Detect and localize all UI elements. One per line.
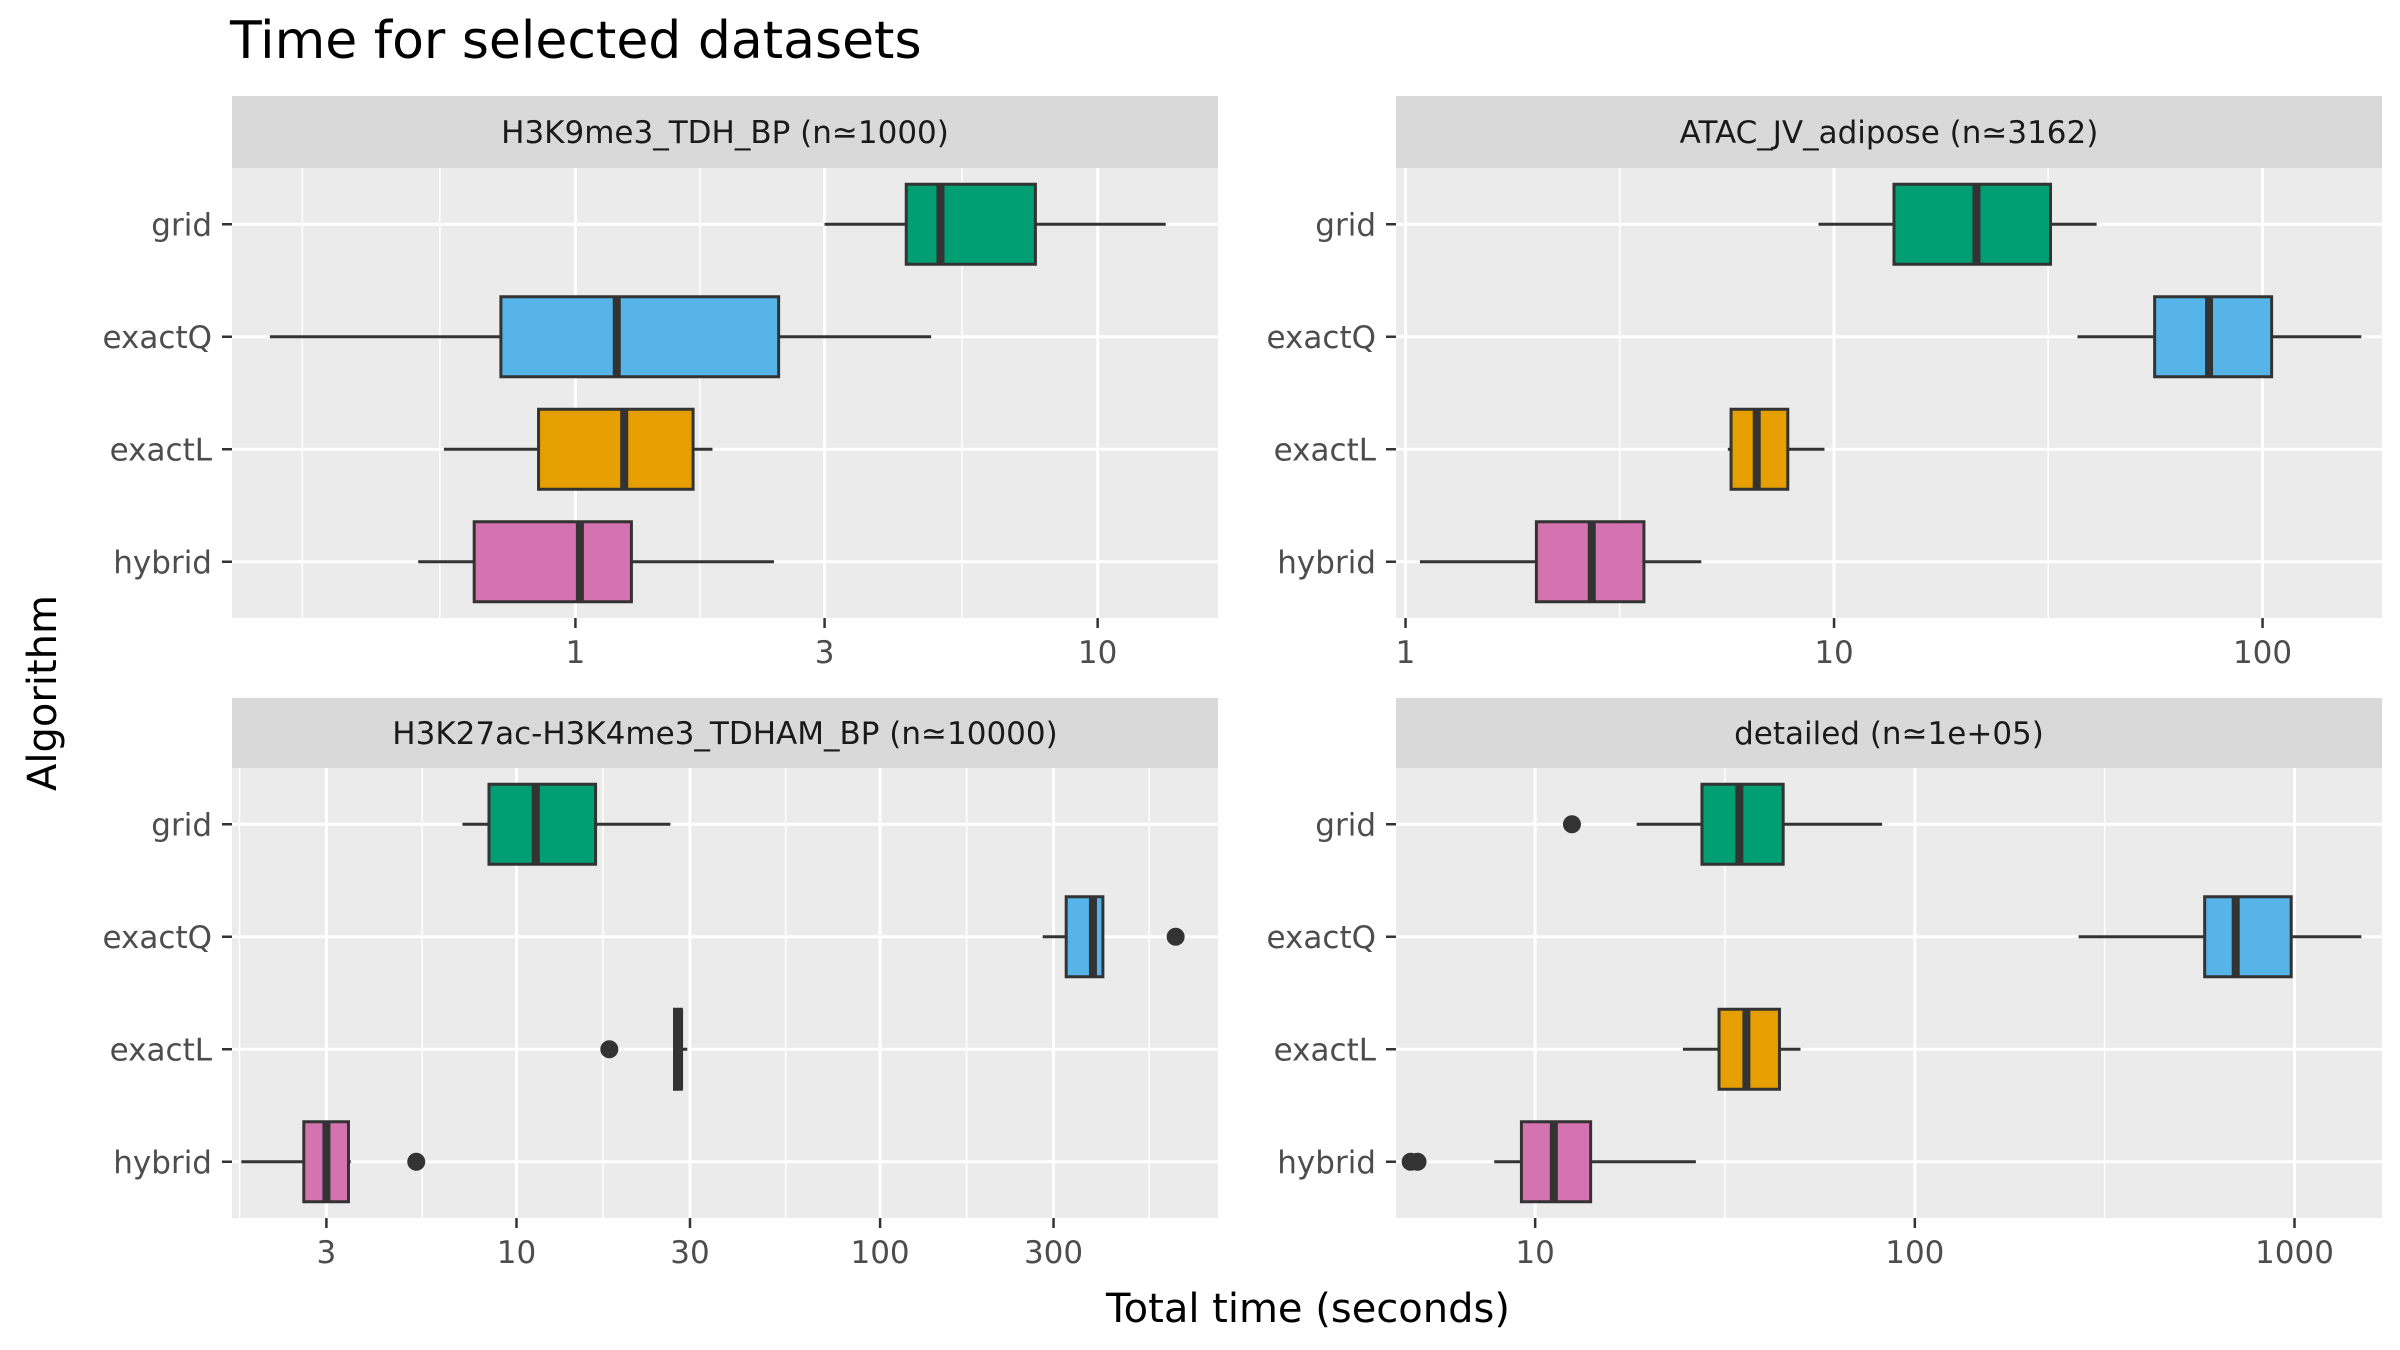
box-iqr — [487, 782, 598, 866]
y-tick-label-grid: grid — [1315, 207, 1376, 243]
box-exactq — [1042, 895, 1185, 979]
facet-panel-1: H3K9me3_TDH_BP (n≃1000) grid exactQ exactL h… — [103, 96, 1218, 671]
x-tick-label: 100 — [850, 1235, 909, 1271]
box-grid — [824, 182, 1166, 266]
x-tick-label: 1 — [1396, 635, 1416, 671]
y-tick-label-hybrid: hybrid — [113, 1145, 212, 1181]
x-tick-label: 3 — [815, 635, 835, 671]
box-exactl — [1727, 407, 1825, 491]
box-iqr — [472, 520, 633, 604]
box-hybrid — [418, 520, 774, 604]
y-tick-label-grid: grid — [151, 207, 212, 243]
y-tick-label-exactq: exactQ — [1267, 920, 1376, 956]
facet-strip — [1396, 698, 2382, 768]
y-tick-label-exactl: exactL — [110, 1032, 213, 1068]
facet-strip-label: H3K27ac-H3K4me3_TDHAM_BP (n≃10000) — [392, 716, 1057, 752]
box-iqr — [2153, 295, 2274, 379]
box-exactq — [2078, 895, 2362, 979]
box-iqr — [904, 182, 1037, 266]
box-iqr — [537, 407, 695, 491]
panel-background — [232, 168, 1218, 618]
x-tick-label: 100 — [1885, 1235, 1944, 1271]
box-grid — [1818, 182, 2097, 266]
facet-strip-label: detailed (n≃1e+05) — [1734, 716, 2044, 752]
y-tick-label-grid: grid — [1315, 807, 1376, 843]
box-iqr — [1064, 895, 1105, 979]
outlier-point — [407, 1152, 426, 1171]
y-tick-label-hybrid: hybrid — [1277, 545, 1376, 581]
x-tick-label: 3 — [317, 1235, 337, 1271]
box-exactl — [1682, 1007, 1801, 1091]
box-exactq — [2077, 295, 2362, 379]
box-hybrid — [241, 1120, 426, 1204]
outlier-point — [1408, 1152, 1427, 1171]
box-grid — [1562, 782, 1883, 866]
facet-panel-3: H3K27ac-H3K4me3_TDHAM_BP (n≃10000) grid ex… — [103, 698, 1218, 1271]
box-hybrid — [1419, 520, 1702, 604]
y-tick-label-exactl: exactL — [1274, 1032, 1377, 1068]
outlier-point — [1562, 815, 1581, 834]
y-tick-label-exactq: exactQ — [103, 320, 212, 356]
box-exactl — [443, 407, 713, 491]
facet-strip-label: H3K9me3_TDH_BP (n≃1000) — [501, 115, 949, 151]
x-tick-label: 300 — [1024, 1235, 1083, 1271]
x-tick-label: 10 — [497, 1235, 536, 1271]
x-tick-label: 1 — [566, 635, 586, 671]
y-tick-label-exactq: exactQ — [103, 920, 212, 956]
box-hybrid — [1401, 1120, 1696, 1204]
box-exactq — [269, 295, 932, 379]
box-iqr — [499, 295, 781, 379]
facet-strip — [232, 96, 1218, 168]
facet-strip — [1396, 96, 2382, 168]
box-iqr — [2203, 895, 2293, 979]
facet-strip-label: ATAC_JV_adipose (n≃3162) — [1680, 115, 2099, 151]
outlier-point — [600, 1040, 619, 1059]
y-tick-label-grid: grid — [151, 807, 212, 843]
facet-panel-4: detailed (n≃1e+05) grid exactQ exactL hybrid… — [1267, 698, 2382, 1271]
box-grid — [462, 782, 671, 866]
y-tick-label-exactl: exactL — [1274, 432, 1377, 468]
y-tick-label-exactq: exactQ — [1267, 320, 1376, 356]
x-tick-label: 1000 — [2255, 1235, 2334, 1271]
outlier-point — [1166, 927, 1185, 946]
box-exactl — [600, 1007, 688, 1091]
y-tick-label-exactl: exactL — [110, 432, 213, 468]
chart-title: Time for selected datasets — [229, 11, 922, 71]
facet-panels: H3K9me3_TDH_BP (n≃1000) grid exactQ exactL h… — [103, 96, 2382, 1271]
x-tick-label: 10 — [1814, 635, 1853, 671]
x-tick-label: 10 — [1515, 1235, 1554, 1271]
box-iqr — [1892, 182, 2053, 266]
y-tick-label-hybrid: hybrid — [113, 545, 212, 581]
facet-panel-2: ATAC_JV_adipose (n≃3162) grid exactQ exactL… — [1267, 96, 2382, 671]
y-tick-label-hybrid: hybrid — [1277, 1145, 1376, 1181]
y-axis-title: Algorithm — [20, 595, 66, 791]
x-tick-label: 10 — [1078, 635, 1117, 671]
x-tick-label: 100 — [2233, 635, 2292, 671]
x-axis-title: Total time (seconds) — [1105, 1286, 1510, 1332]
facet-strip — [232, 698, 1218, 768]
panel-background — [232, 768, 1218, 1218]
x-tick-label: 30 — [670, 1235, 709, 1271]
